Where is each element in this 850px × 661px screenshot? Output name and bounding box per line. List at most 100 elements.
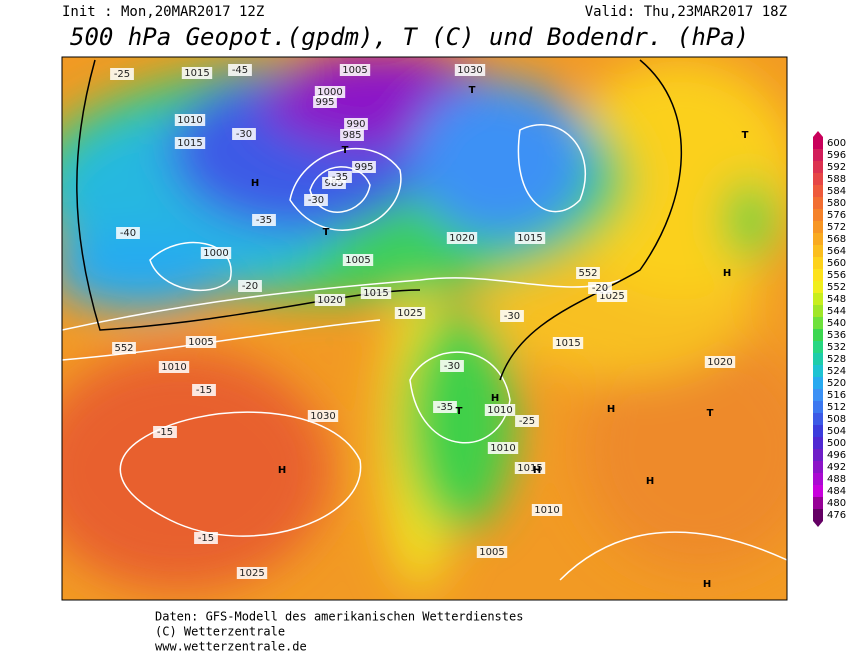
pressure-center: T [323,227,330,238]
colorbar-swatch [813,137,823,149]
colorbar-swatch [813,161,823,173]
map-label: 1010 [161,362,186,373]
colorbar-swatch [813,329,823,341]
colorbar-label: 516 [827,390,846,401]
label-box [340,129,364,141]
map-title: 500 hPa Geopot.(gpdm), T (C) und Bodendr… [70,23,749,51]
map-label: -20 [592,283,608,294]
map-label: 1005 [345,255,370,266]
colorbar-label: 580 [827,198,846,209]
colorbar-label: 492 [827,462,846,473]
map-label: 1020 [317,295,342,306]
map-label: -15 [196,385,212,396]
colorbar-label: 508 [827,414,846,425]
colorbar-label: 588 [827,174,846,185]
label-box [314,86,346,98]
map-label: -35 [332,172,348,183]
colorbar-swatch [813,509,823,521]
label-box [328,171,352,183]
map-label: 1010 [487,405,512,416]
label-box [192,384,216,396]
map-label: 1025 [599,291,624,302]
label-box [174,137,206,149]
isobars [62,124,787,581]
label-box [236,567,268,579]
colorbar-label: 512 [827,402,846,413]
map-label: -20 [242,281,258,292]
colorbar-swatch [813,389,823,401]
init-time: Init : Mon,20MAR2017 12Z [62,4,264,20]
pressure-center: H [703,579,711,590]
colorbar-label: 592 [827,162,846,173]
colorbar-swatch [813,293,823,305]
colorbar-label: 524 [827,366,846,377]
colorbar-label: 576 [827,210,846,221]
label-box [352,161,376,173]
map-label: 1015 [177,138,202,149]
label-box [487,442,519,454]
colorbar-arrow [813,131,823,137]
label-box [433,401,457,413]
label-box [344,118,368,130]
map-label: -35 [256,215,272,226]
label-box [228,64,252,76]
colorbar-swatch [813,185,823,197]
label-box [200,247,232,259]
pressure-center: T [707,408,714,419]
map-label: 1015 [184,68,209,79]
label-box [307,410,339,422]
colorbar-swatch [813,173,823,185]
colorbar-label: 480 [827,498,846,509]
map-label: 1000 [203,248,228,259]
colorbar-swatch [813,413,823,425]
label-box [232,128,256,140]
colorbar-label: 504 [827,426,846,437]
map-label: 1015 [517,463,542,474]
colorbar-swatch [813,209,823,221]
map-label: 1000 [317,87,342,98]
colorbar-swatch [813,437,823,449]
map-label: -15 [198,533,214,544]
map-label: 1015 [517,233,542,244]
map-label: -25 [519,416,535,427]
colorbar-label: 496 [827,450,846,461]
map-label: -40 [120,228,136,239]
colorbar-label: 552 [827,282,846,293]
colorbar-label: 540 [827,318,846,329]
map-label: -30 [308,195,324,206]
pressure-center: H [278,465,286,476]
colorbar-label: 544 [827,306,846,317]
colorbar-swatch [813,317,823,329]
map-label: 1005 [188,337,213,348]
map-label: -15 [157,427,173,438]
colorbar-swatch [813,341,823,353]
colorbar-swatch [813,473,823,485]
colorbar-swatch [813,425,823,437]
label-box [446,232,478,244]
label-box [484,404,516,416]
colorbar-swatch [813,245,823,257]
label-box [531,504,563,516]
label-box [252,214,276,226]
map-label: 1030 [310,411,335,422]
colorbar-swatch [813,269,823,281]
colorbar-label: 528 [827,354,846,365]
label-box [588,282,612,294]
map-label: -30 [236,129,252,140]
label-box [360,287,392,299]
map-label: 995 [315,97,334,108]
colorbar-label: 556 [827,270,846,281]
label-box [476,546,508,558]
map-label: -25 [114,69,130,80]
colorbar-swatch [813,449,823,461]
label-box [440,360,464,372]
map-label: 552 [578,268,597,279]
label-box [342,254,374,266]
map-label: 1010 [490,443,515,454]
colorbar-label: 564 [827,246,846,257]
colorbar-label: 584 [827,186,846,197]
map-label: 1015 [363,288,388,299]
colorbar-swatch [813,197,823,209]
label-box [313,96,337,108]
